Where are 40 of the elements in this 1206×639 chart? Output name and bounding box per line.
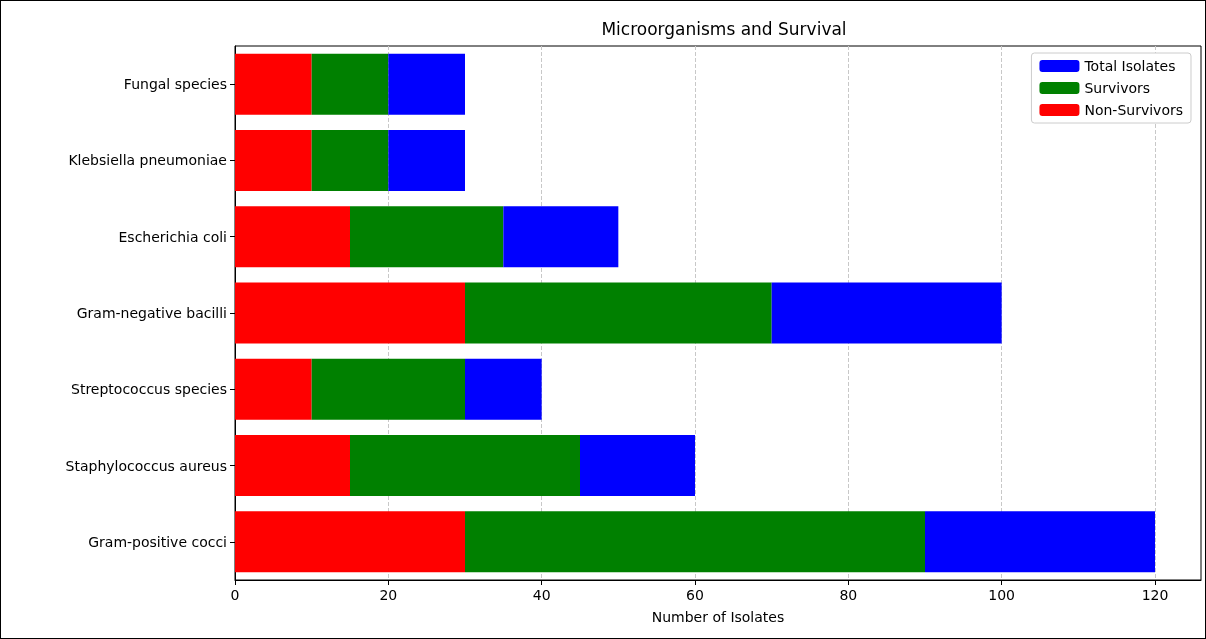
x-tick-label: 40	[532, 587, 551, 603]
y-tick-label: Escherichia coli	[118, 228, 227, 245]
bar	[235, 435, 350, 497]
x-tick-label: 100	[988, 587, 1016, 603]
bar	[311, 358, 465, 420]
bar	[350, 435, 580, 497]
bar	[235, 53, 312, 115]
bar	[465, 358, 542, 420]
x-tick-label: 80	[839, 587, 858, 603]
chart-title: Microorganisms and Survival	[601, 18, 847, 39]
bar	[388, 129, 465, 191]
y-tick-label: Gram-negative bacilli	[76, 305, 227, 321]
bar	[465, 282, 772, 344]
bar	[465, 511, 925, 573]
bar	[388, 53, 465, 115]
x-tick-label: 0	[230, 587, 240, 603]
bar	[235, 358, 312, 420]
bar	[771, 282, 1002, 344]
bar	[925, 511, 1155, 573]
bar	[311, 129, 389, 191]
y-tick-label: Streptococcus species	[71, 381, 227, 398]
bar	[235, 129, 312, 191]
x-tick-label: 20	[379, 587, 398, 603]
legend-label: Non-Survivors	[1084, 102, 1184, 118]
bar	[350, 206, 504, 268]
bar	[235, 511, 465, 573]
y-tick-label: Klebsiella pneumoniae	[68, 152, 227, 169]
x-axis-title: Number of Isolates	[651, 609, 785, 625]
legend-label: Total Isolates	[1083, 58, 1176, 74]
bar	[235, 206, 350, 268]
legend-label: Survivors	[1084, 80, 1151, 96]
x-tick-label: 60	[686, 587, 704, 603]
bar	[311, 53, 389, 115]
y-tick-label: Staphylococcus aureus	[65, 457, 227, 474]
bar	[235, 282, 465, 344]
bar	[580, 435, 695, 497]
y-tick-label: Gram-positive cocci	[88, 533, 227, 550]
x-tick-label: 120	[1141, 587, 1169, 603]
bar	[503, 206, 619, 268]
y-tick-label: Fungal species	[123, 76, 227, 93]
